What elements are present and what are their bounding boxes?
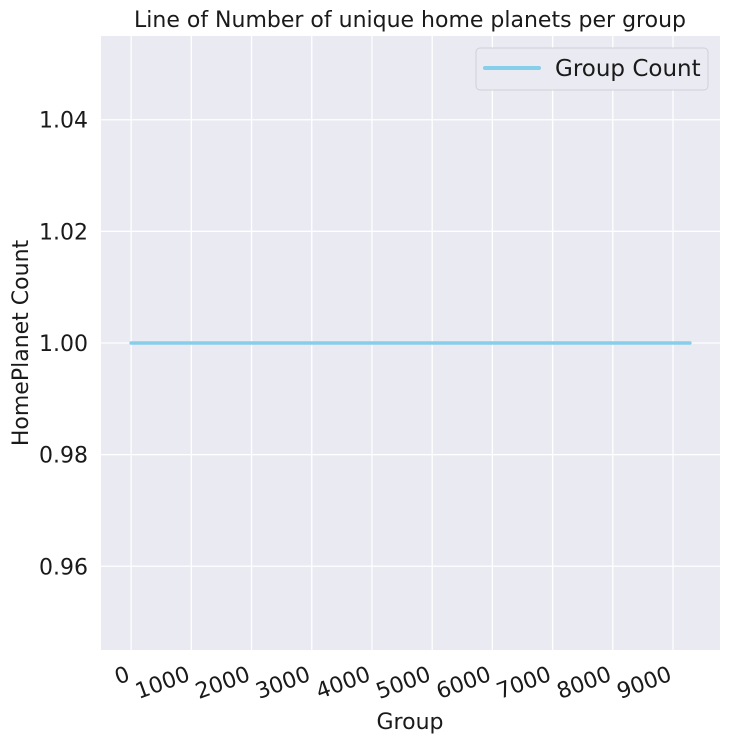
y-tick-label: 0.96 [39, 555, 88, 580]
chart-title: Line of Number of unique home planets pe… [134, 8, 686, 33]
y-tick-label: 0.98 [39, 444, 88, 469]
legend-box [475, 47, 709, 91]
legend-label-group-count: Group Count [555, 56, 701, 82]
y-axis-ticks: 0.96 0.98 1.00 1.02 1.04 [39, 109, 88, 581]
y-tick-label: 1.04 [39, 109, 88, 134]
legend: Group Count [475, 47, 709, 91]
y-tick-label: 1.00 [39, 332, 88, 357]
x-axis-label: Group [377, 710, 444, 735]
y-tick-label: 1.02 [39, 220, 88, 245]
y-axis-label: HomePlanet Count [9, 239, 34, 446]
